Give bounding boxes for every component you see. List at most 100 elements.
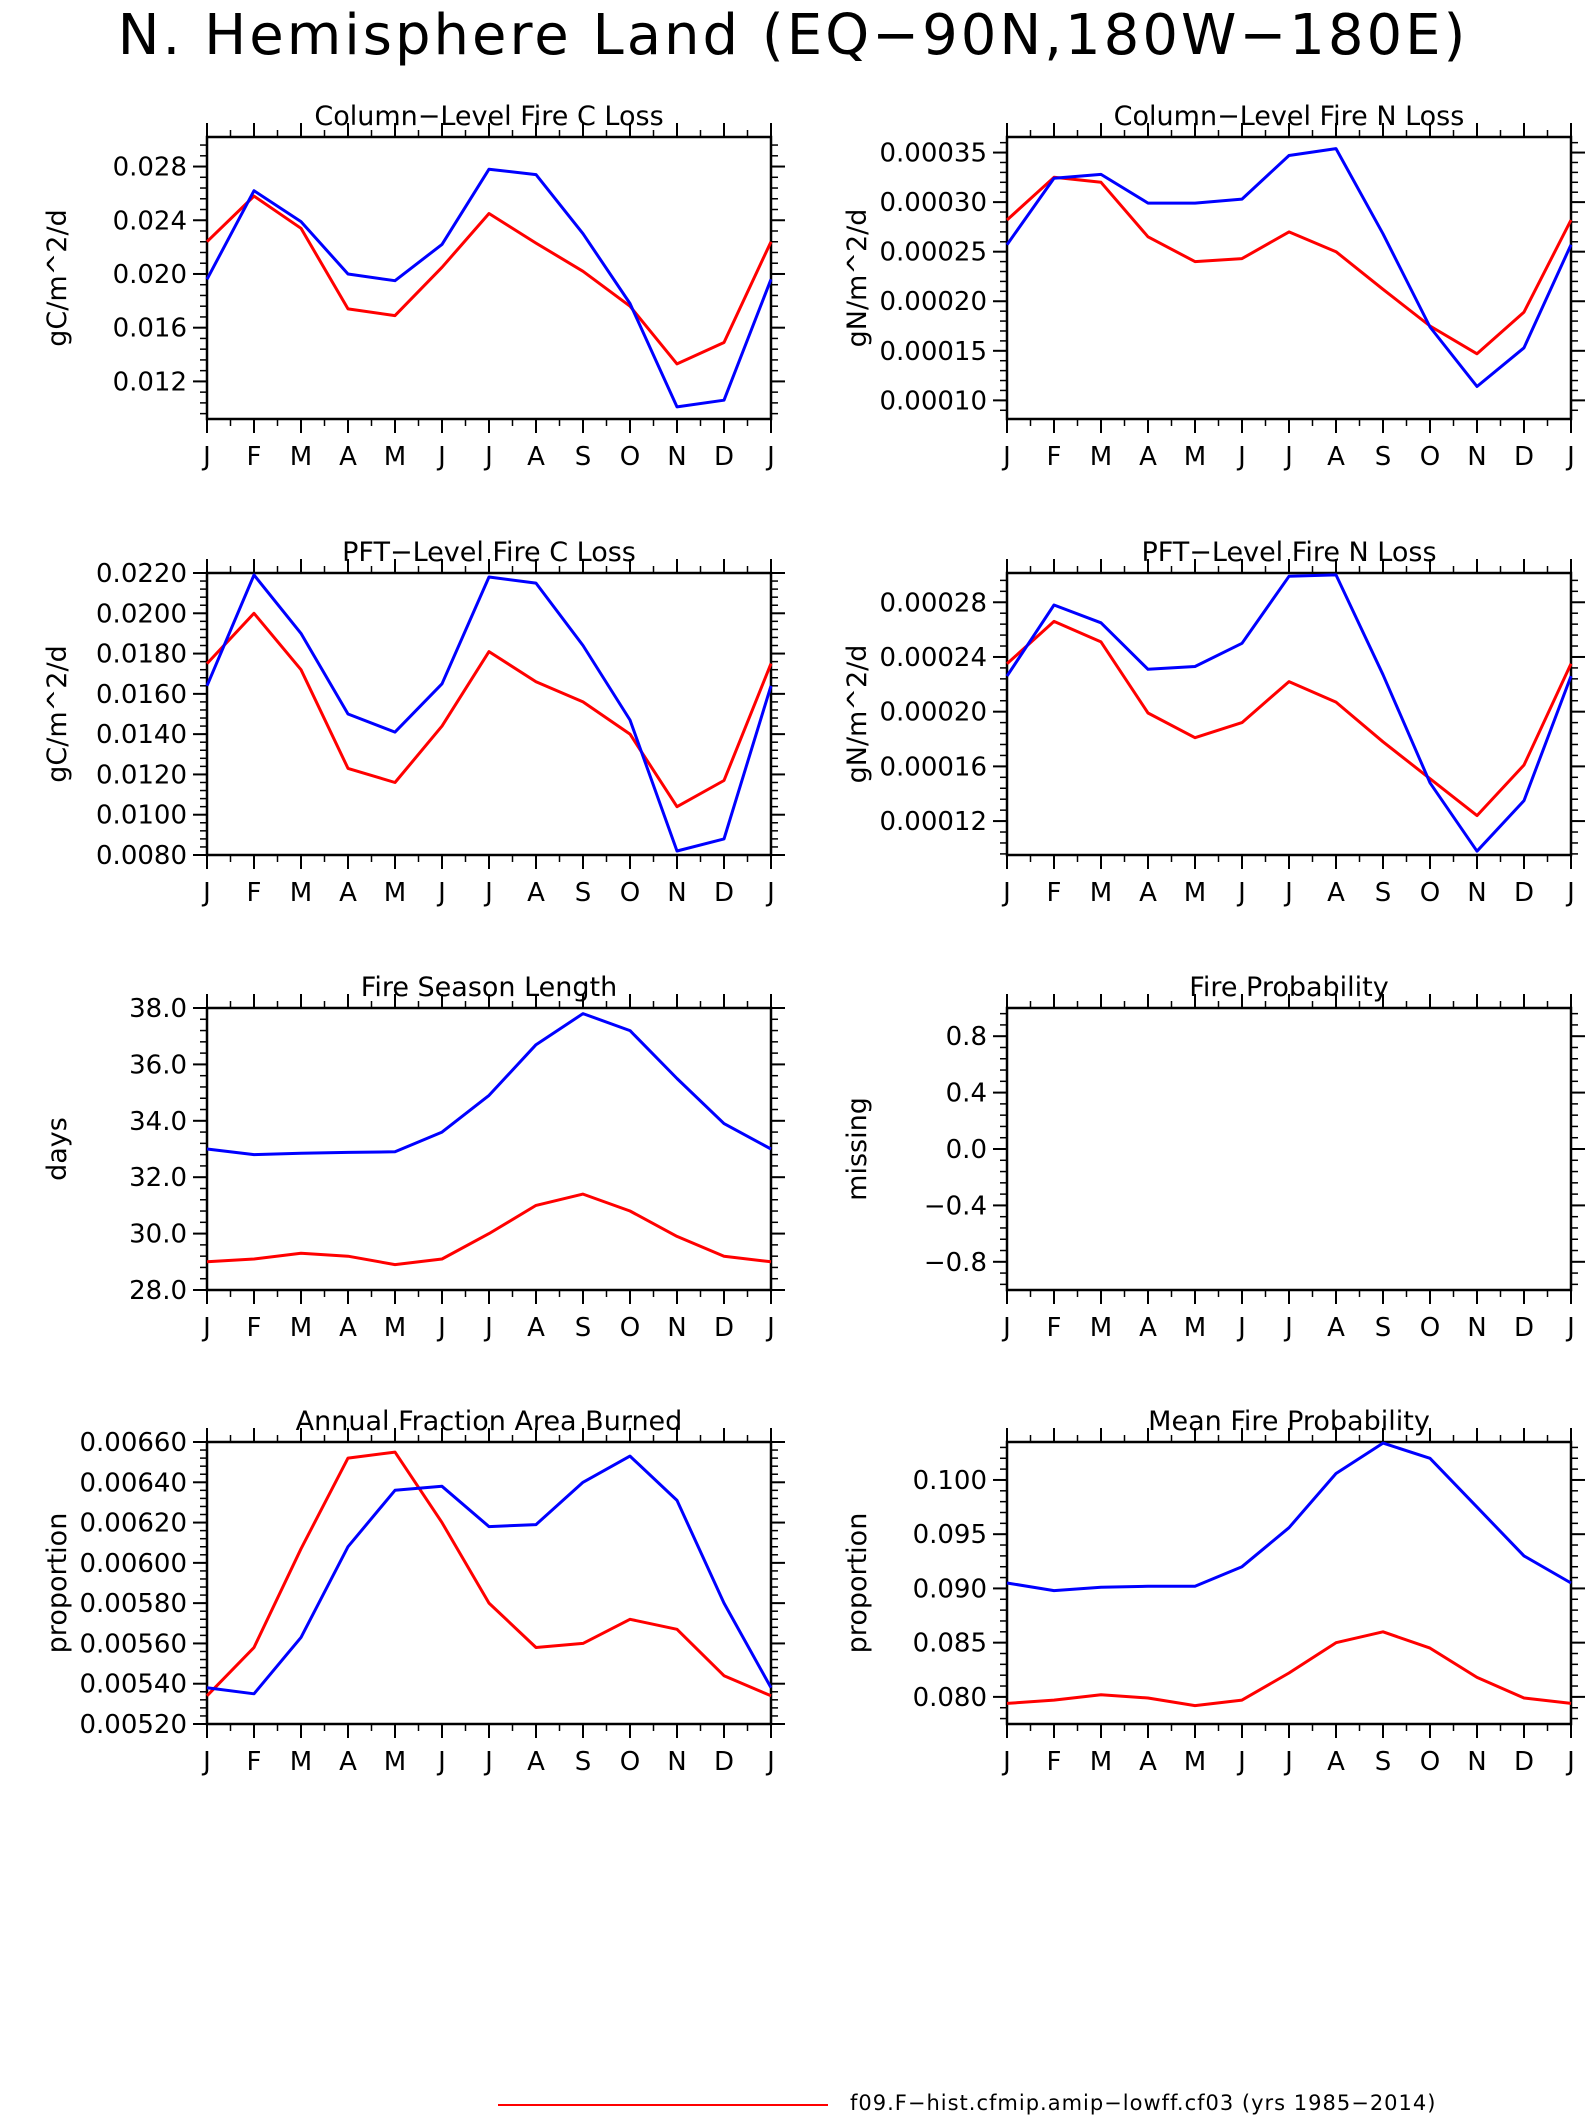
x-tick-label: J: [483, 1313, 493, 1343]
series-line-blue: [206, 1012, 772, 1157]
x-tick-label: J: [483, 878, 493, 908]
x-tick-label: M: [290, 878, 312, 908]
x-tick-label: J: [201, 1747, 211, 1777]
x-tick-label: N: [1467, 1747, 1486, 1777]
y-tick-label: 0.016: [113, 314, 187, 344]
x-tick-label: M: [384, 878, 406, 908]
x-tick-label: O: [620, 878, 640, 908]
x-tick-label: N: [1467, 442, 1486, 472]
y-tick-label: 0.00035: [879, 139, 987, 169]
x-tick-label: M: [1090, 1313, 1112, 1343]
x-tick-label: M: [384, 1313, 406, 1343]
x-tick-label: F: [247, 1747, 262, 1777]
x-tick-label: S: [1375, 1313, 1392, 1343]
y-tick-label: 0.00030: [879, 188, 987, 218]
y-tick-label: 32.0: [129, 1163, 187, 1193]
y-tick-label: 0.090: [913, 1574, 987, 1604]
y-tick-label: 0.0100: [96, 801, 187, 831]
x-tick-label: S: [575, 1313, 592, 1343]
series-line-blue: [206, 1454, 773, 1696]
chart-title: Mean Fire Probability: [1148, 1406, 1430, 1437]
x-tick-label: J: [436, 1313, 446, 1343]
x-tick-label: J: [765, 1747, 775, 1777]
x-tick-label: A: [1327, 1747, 1345, 1777]
x-tick-label: F: [1047, 442, 1062, 472]
plot-frame: [205, 1440, 773, 1726]
x-tick-label: D: [714, 1747, 734, 1777]
x-tick-label: M: [1090, 1747, 1112, 1777]
x-tick-label: J: [201, 1313, 211, 1343]
x-tick-label: D: [1514, 1747, 1534, 1777]
x-tick-label: O: [1420, 442, 1440, 472]
x-tick-label: J: [436, 1747, 446, 1777]
y-tick-label: 0.0220: [96, 559, 187, 589]
x-tick-label: J: [1001, 1747, 1011, 1777]
x-tick-label: N: [667, 878, 686, 908]
x-tick-label: A: [527, 878, 545, 908]
x-tick-label: J: [483, 442, 493, 472]
y-tick-label: 0.0: [946, 1135, 987, 1165]
x-tick-label: D: [714, 1313, 734, 1343]
y-tick-label: 0.8: [946, 1022, 987, 1052]
y-tick-label: 0.00520: [79, 1710, 187, 1740]
y-tick-label: 38.0: [129, 994, 187, 1024]
y-tick-label: 0.028: [113, 153, 187, 183]
x-tick-label: J: [1565, 1313, 1575, 1343]
chart-panel-2: J F M A M J J A S O N D J0.000100.000150.000200.0002…: [842, 101, 1585, 472]
y-tick-label: 0.085: [913, 1629, 987, 1659]
series-line-red: [1005, 175, 1573, 356]
y-tick-label: 0.00024: [879, 643, 987, 673]
y-tick-label: 0.0120: [96, 760, 187, 790]
series-line-red: [205, 1450, 772, 1698]
y-tick-label: 0.00010: [879, 386, 987, 416]
series-line-red: [1005, 619, 1573, 818]
y-tick-label: 0.012: [113, 367, 187, 397]
x-tick-label: A: [1327, 1313, 1345, 1343]
x-tick-label: A: [1139, 1747, 1157, 1777]
x-tick-label: S: [1375, 878, 1392, 908]
x-tick-label: M: [384, 442, 406, 472]
series-line-red: [205, 194, 773, 366]
x-tick-label: J: [1283, 878, 1293, 908]
plot-frame: [205, 571, 773, 857]
x-tick-label: O: [620, 442, 640, 472]
y-tick-label: 36.0: [129, 1050, 187, 1080]
y-tick-label: 0.095: [913, 1520, 987, 1550]
x-tick-label: M: [290, 442, 312, 472]
chart-panel-3: J F M A M J J A S O N D J0.00800.01000.01200.01400.0…: [42, 537, 785, 908]
x-tick-label: M: [1090, 878, 1112, 908]
x-tick-label: O: [620, 1313, 640, 1343]
y-axis-label: gN/m^2/d: [842, 645, 873, 784]
x-tick-label: A: [339, 878, 357, 908]
chart-panel-8: J F M A M J J A S O N D J0.0800.0850.0900.0950.100Me…: [842, 1406, 1585, 1777]
plot-frame: [205, 1006, 773, 1292]
x-tick-label: N: [667, 1747, 686, 1777]
series-line-red: [1006, 1630, 1572, 1708]
x-tick-label: D: [1514, 1313, 1534, 1343]
x-tick-label: A: [339, 1747, 357, 1777]
chart-title: PFT−Level Fire C Loss: [342, 537, 636, 568]
x-tick-label: S: [575, 442, 592, 472]
x-tick-label: A: [1327, 878, 1345, 908]
x-tick-label: D: [1514, 878, 1534, 908]
y-tick-label: 0.4: [946, 1079, 987, 1109]
chart-title: Column−Level Fire N Loss: [1114, 101, 1465, 132]
x-tick-label: M: [384, 1747, 406, 1777]
chart-panel-5: J F M A M J J A S O N D J28.030.032.034.036.038.0Fir…: [42, 972, 785, 1343]
x-tick-label: F: [1047, 1747, 1062, 1777]
x-tick-label: M: [1184, 1313, 1206, 1343]
x-tick-label: D: [714, 442, 734, 472]
chart-panel-1: J F M A M J J A S O N D J0.0120.0160.0200.0240.028Co…: [42, 101, 785, 472]
y-axis-label: gC/m^2/d: [42, 209, 73, 346]
chart-title: Annual Fraction Area Burned: [296, 1406, 683, 1437]
x-tick-label: A: [1139, 1313, 1157, 1343]
chart-panel-4: J F M A M J J A S O N D J0.000120.000160.000200.0002…: [842, 537, 1585, 908]
x-tick-label: N: [1467, 878, 1486, 908]
y-tick-label: 30.0: [129, 1220, 187, 1250]
x-tick-label: J: [436, 878, 446, 908]
y-tick-label: 0.080: [913, 1683, 987, 1713]
series-line-blue: [205, 573, 773, 853]
x-tick-label: J: [1236, 1747, 1246, 1777]
chart-title: Fire Probability: [1189, 972, 1389, 1003]
